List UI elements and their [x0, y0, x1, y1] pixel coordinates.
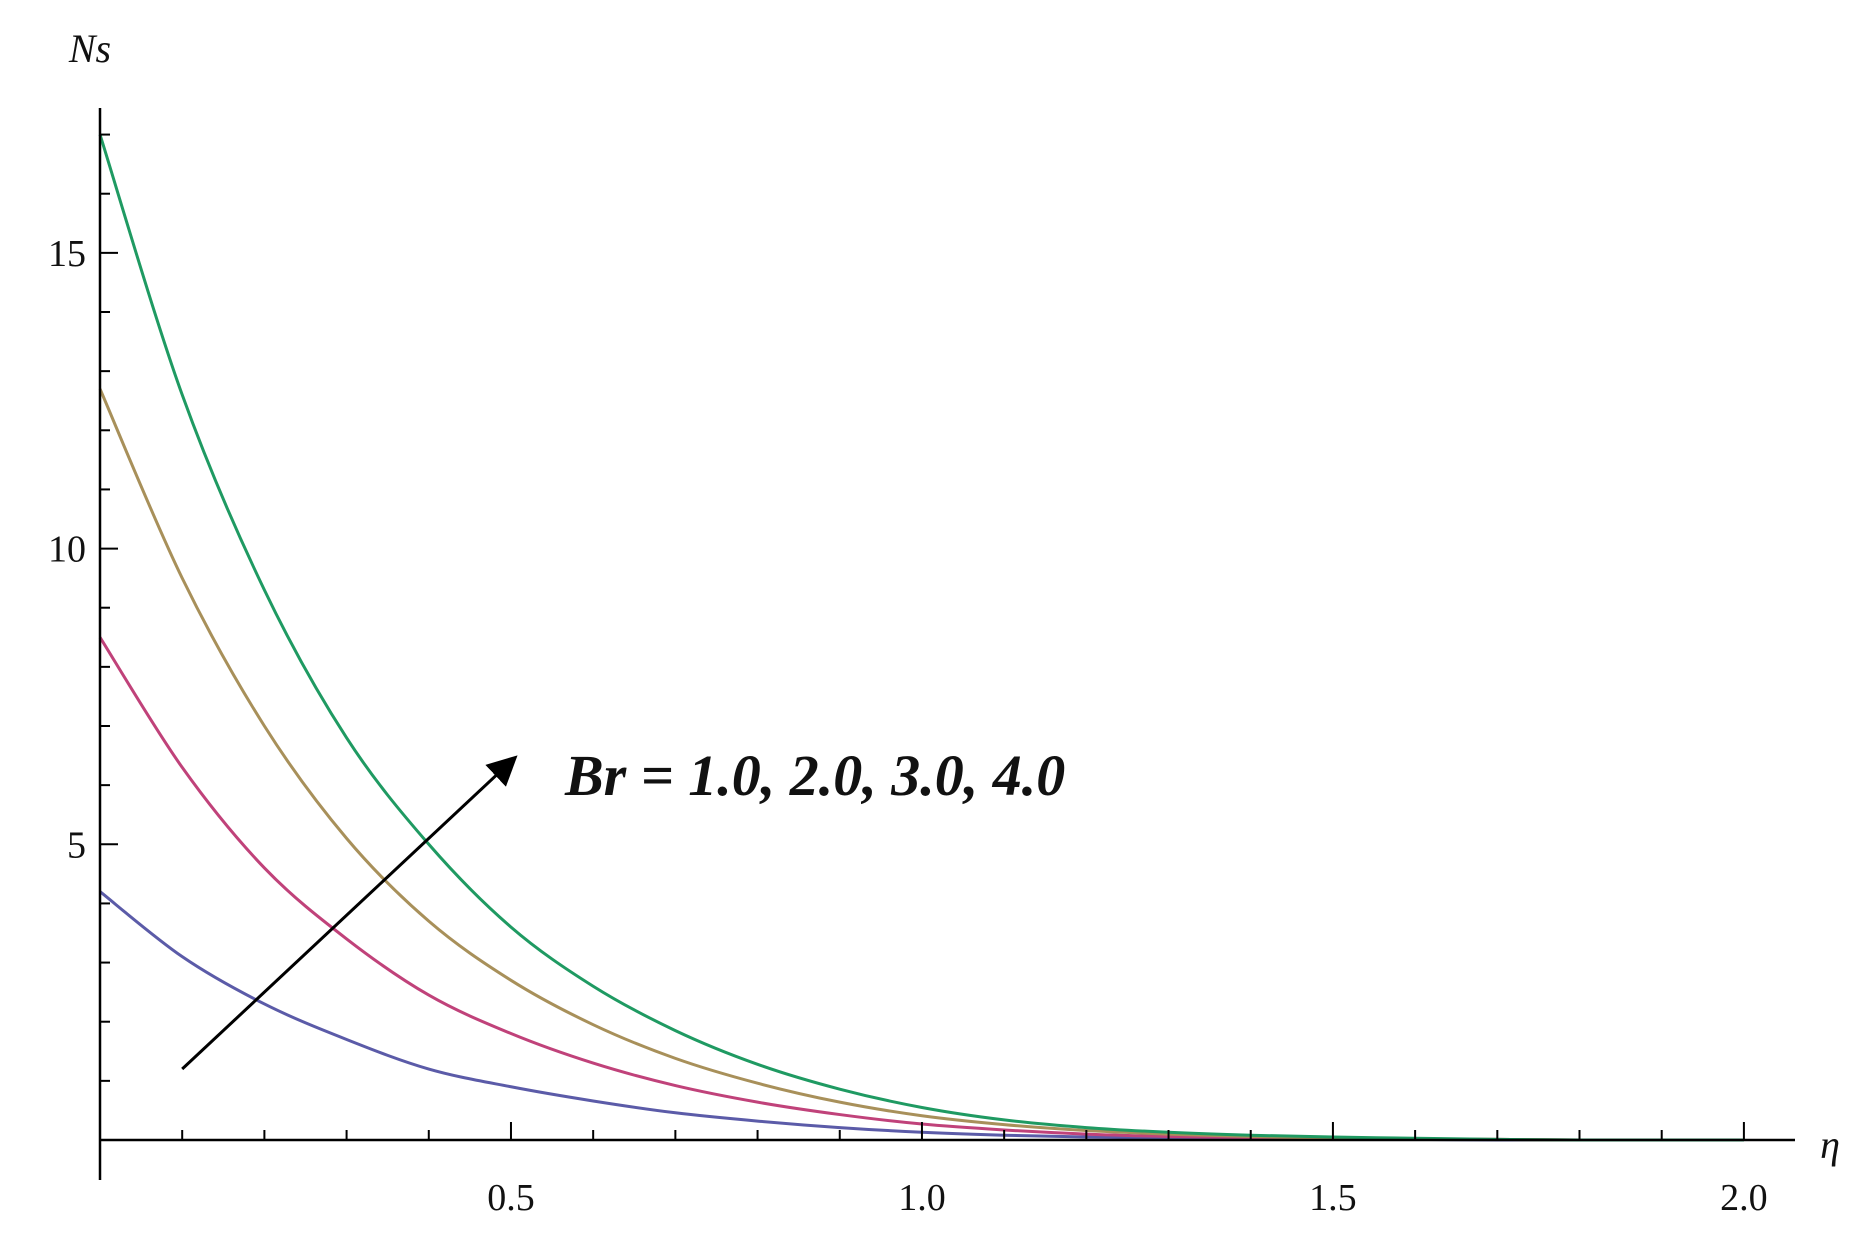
y-axis-title: Ns: [68, 26, 111, 71]
series-line-2: [98, 636, 1744, 1142]
x-tick-label: 0.5: [487, 1177, 535, 1219]
y-tick-label: 5: [67, 824, 86, 866]
y-tick-label: 15: [48, 233, 86, 275]
series-line-4: [98, 134, 1744, 1142]
y-tick-label: 10: [48, 529, 86, 571]
labels-layer: 0.5 1.0 1.5 2.0 5 10 15: [48, 233, 1768, 1219]
series-line-1: [99, 890, 1744, 1142]
series-layer: [98, 134, 1744, 1142]
x-tick-label: 2.0: [1720, 1177, 1768, 1219]
x-tick-label: 1.0: [898, 1177, 946, 1219]
annotation-arrow: [181, 755, 518, 1071]
x-axis-title: η: [1820, 1122, 1840, 1167]
x-tick-label: 1.5: [1309, 1177, 1357, 1219]
annotation-label: Br = 1.0, 2.0, 3.0, 4.0: [564, 743, 1065, 808]
axes-layer: [98, 108, 1795, 1180]
